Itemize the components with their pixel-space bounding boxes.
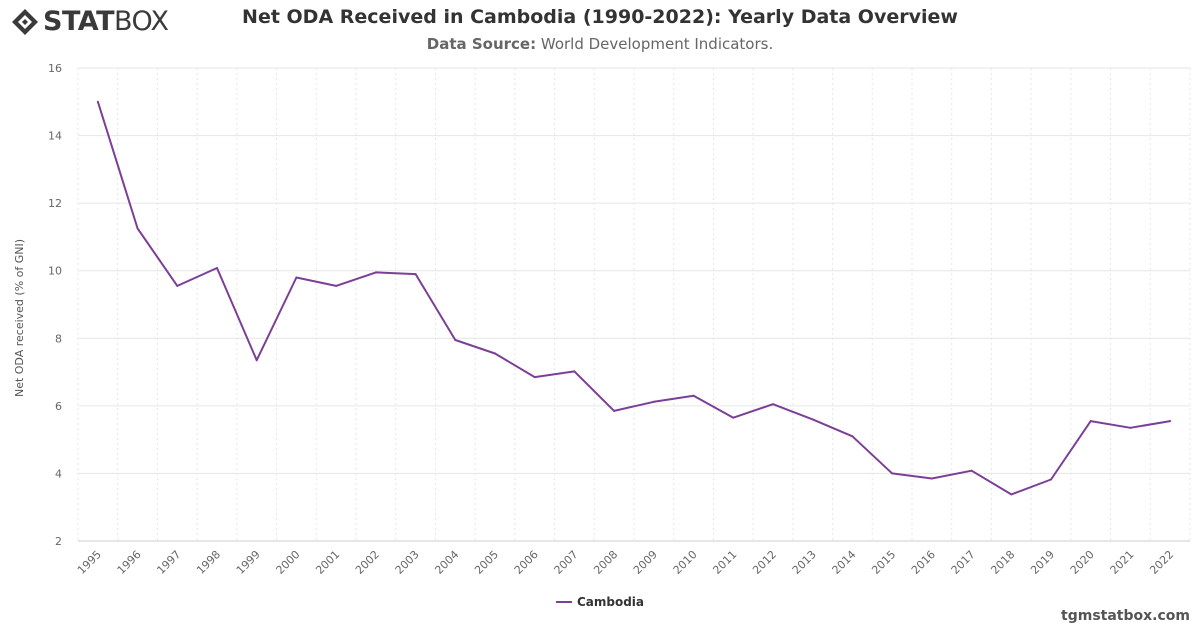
data-point[interactable]: [732, 416, 735, 419]
y-tick-label: 16: [48, 62, 62, 75]
data-point[interactable]: [970, 469, 973, 472]
series-layer: [96, 100, 1172, 496]
x-tick-label: 2008: [591, 548, 620, 577]
x-tick-label: 2001: [313, 548, 342, 577]
x-tick-label: 2012: [750, 548, 779, 577]
data-point[interactable]: [772, 403, 774, 406]
data-point[interactable]: [96, 100, 99, 103]
series-line-cambodia[interactable]: [96, 101, 1171, 496]
y-tick-label: 4: [55, 467, 62, 480]
x-tick-label: 2003: [393, 548, 422, 577]
data-point[interactable]: [811, 418, 814, 421]
x-tick-label: 2011: [710, 548, 739, 577]
logo-wordmark: STATBOX: [43, 6, 169, 38]
legend[interactable]: Cambodia: [0, 595, 1200, 609]
data-point[interactable]: [652, 400, 655, 403]
x-tick-label: 2004: [432, 548, 461, 577]
x-tick-label: 2017: [949, 548, 978, 577]
chart-subtitle: Data Source: World Development Indicator…: [0, 35, 1200, 53]
x-tick-label: 2006: [512, 548, 541, 577]
y-tick-label: 12: [48, 197, 62, 210]
data-point[interactable]: [374, 271, 377, 274]
chart-title: Net ODA Received in Cambodia (1990-2022)…: [242, 6, 958, 28]
x-tick-label: 2019: [1028, 548, 1057, 577]
source-value: World Development Indicators.: [536, 35, 774, 53]
y-axis-label: Net ODA received (% of GNI): [13, 239, 26, 397]
x-tick-label: 2018: [988, 548, 1017, 577]
x-tick-label: 1995: [75, 548, 104, 577]
statbox-logo: STATBOX: [10, 6, 169, 38]
data-point[interactable]: [930, 477, 933, 480]
x-tick-label: 2002: [353, 548, 382, 577]
data-point[interactable]: [533, 376, 536, 379]
data-point[interactable]: [1129, 426, 1132, 429]
x-tick-label: 2021: [1108, 548, 1137, 577]
y-tick-label: 10: [48, 265, 62, 278]
source-label: Data Source:: [426, 35, 537, 53]
data-point[interactable]: [851, 435, 854, 438]
data-point[interactable]: [335, 284, 338, 287]
y-tick-label: 2: [55, 535, 62, 548]
axis-layer: 2 4 6 8 10 12 14 16 1995 1996 1997 1998 1999 2000 2001…: [48, 62, 1190, 577]
logo-text-light: BOX: [113, 6, 169, 37]
legend-label-cambodia: Cambodia: [576, 595, 645, 609]
data-point[interactable]: [136, 227, 139, 230]
x-tick-label: 2020: [1068, 548, 1097, 577]
x-tick-label: 2014: [830, 548, 859, 577]
x-tick-label: 2013: [790, 548, 819, 577]
x-tick-label: 2015: [869, 548, 898, 577]
data-point[interactable]: [573, 370, 576, 373]
legend-swatch: [555, 601, 572, 603]
data-point[interactable]: [613, 409, 616, 412]
data-point[interactable]: [454, 338, 457, 341]
x-tick-label: 2009: [631, 548, 660, 577]
logo-text-bold: STAT: [43, 6, 114, 37]
diamond-logo-icon: [12, 9, 38, 35]
x-tick-label: 2007: [552, 548, 581, 577]
x-tick-label: 1999: [234, 548, 263, 577]
y-tick-label: 8: [55, 332, 62, 345]
x-tick-label: 1996: [115, 548, 144, 577]
x-tick-label: 2016: [909, 548, 938, 577]
data-point[interactable]: [216, 267, 218, 270]
data-point[interactable]: [1169, 420, 1172, 423]
data-point[interactable]: [1050, 478, 1052, 481]
data-point[interactable]: [414, 273, 417, 276]
x-tick-label: 1997: [154, 548, 183, 577]
data-point[interactable]: [176, 284, 179, 287]
data-point[interactable]: [1089, 420, 1092, 423]
x-tick-label: 2005: [472, 548, 501, 577]
data-point[interactable]: [494, 352, 496, 355]
data-point[interactable]: [1010, 493, 1013, 496]
data-point[interactable]: [255, 359, 258, 362]
x-tick-label: 2010: [671, 548, 700, 577]
data-point[interactable]: [891, 472, 894, 475]
y-tick-label: 14: [48, 130, 62, 143]
data-point[interactable]: [692, 394, 695, 397]
x-tick-label: 2022: [1147, 548, 1176, 577]
x-tick-label: 1998: [194, 548, 223, 577]
grid-layer: [77, 67, 1191, 542]
x-tick-label: 2000: [274, 548, 303, 577]
data-point[interactable]: [295, 276, 298, 279]
y-tick-label: 6: [55, 400, 62, 413]
watermark: tgmstatbox.com: [1061, 608, 1190, 624]
